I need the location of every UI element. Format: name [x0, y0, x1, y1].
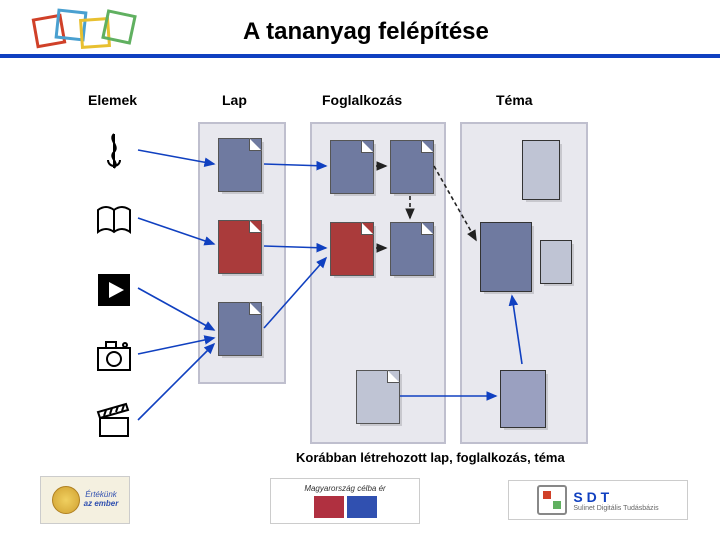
tema-node-0	[522, 140, 560, 200]
tema-node-1	[480, 222, 532, 292]
foglalkozas-node-0	[330, 140, 374, 194]
foglalkozas-node-3	[390, 222, 434, 276]
treble-clef-icon	[92, 128, 136, 172]
column-label-tema: Téma	[496, 92, 533, 108]
open-book-icon	[92, 198, 136, 242]
tema-prev-node	[500, 370, 546, 428]
lap-page-0	[218, 138, 262, 192]
corner-logo	[34, 10, 164, 54]
column-label-foglalkozas: Foglalkozás	[322, 92, 402, 108]
column-label-lap: Lap	[222, 92, 247, 108]
play-icon	[92, 268, 136, 312]
footer-logo-sdt: S D TSulinet Digitális Tudásbázis	[508, 480, 688, 520]
clapper-icon	[92, 400, 136, 444]
footer-logo-ertekunk-ember: Értékünkaz ember	[40, 476, 130, 524]
title-rule	[0, 54, 720, 58]
camera-icon	[92, 334, 136, 378]
lap-page-2	[218, 302, 262, 356]
foglalkozas-prev-page	[356, 370, 400, 424]
footer-logo-magyarorszag-celba-er: Magyarország célba ér	[270, 478, 420, 524]
tema-node-2	[540, 240, 572, 284]
foglalkozas-node-1	[390, 140, 434, 194]
slide-title: A tananyag felépítése	[243, 18, 489, 46]
foglalkozas-node-2	[330, 222, 374, 276]
lap-page-1	[218, 220, 262, 274]
column-label-elemek: Elemek	[88, 92, 137, 108]
footer-caption: Korábban létrehozott lap, foglalkozás, t…	[296, 450, 565, 465]
